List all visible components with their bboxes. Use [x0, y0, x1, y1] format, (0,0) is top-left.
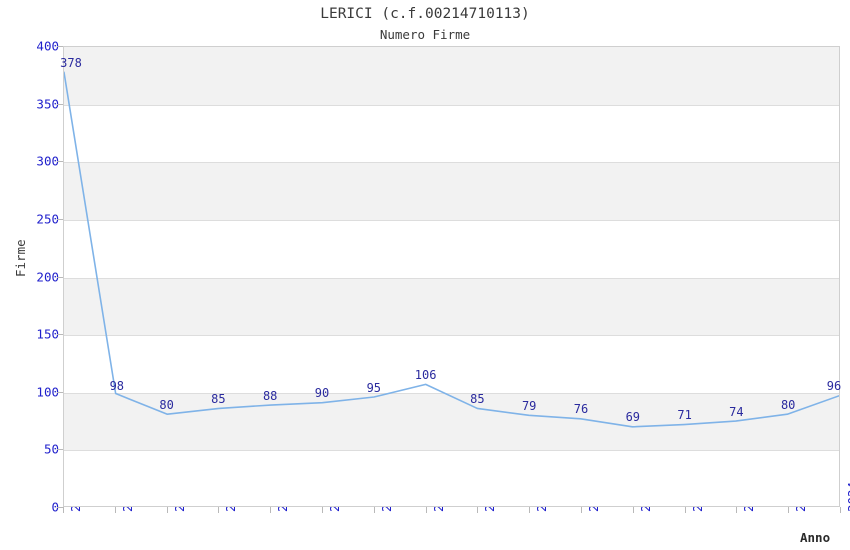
y-tick-mark: [57, 334, 63, 335]
y-tick-mark: [57, 46, 63, 47]
x-tick-mark: [581, 507, 582, 513]
gridline: [64, 105, 839, 106]
x-tick-mark: [788, 507, 789, 513]
plot-area: [63, 46, 840, 507]
x-tick-mark: [322, 507, 323, 513]
data-point-label: 79: [521, 398, 537, 413]
y-tick-label: 200: [36, 269, 59, 284]
x-tick-mark: [477, 507, 478, 513]
data-point-label: 88: [262, 388, 278, 403]
data-point-label: 96: [826, 379, 842, 394]
x-tick-mark: [685, 507, 686, 513]
x-tick-label: 2024: [845, 481, 850, 512]
x-tick-mark: [270, 507, 271, 513]
data-point-label: 85: [211, 392, 226, 407]
y-tick-mark: [57, 449, 63, 450]
gridline: [64, 335, 839, 336]
y-tick-mark: [57, 507, 63, 508]
x-tick-mark: [63, 507, 64, 513]
x-tick-mark: [167, 507, 168, 513]
x-tick-mark: [633, 507, 634, 513]
data-point-label: 85: [470, 392, 485, 407]
gridline: [64, 450, 839, 451]
gridline: [64, 393, 839, 394]
x-tick-mark: [426, 507, 427, 513]
x-tick-mark: [115, 507, 116, 513]
y-tick-label: 50: [43, 441, 59, 457]
x-tick-mark: [218, 507, 219, 513]
data-point-label: 80: [780, 397, 796, 412]
plot-band: [64, 277, 839, 336]
y-tick-mark: [57, 277, 63, 278]
y-tick-mark: [57, 161, 63, 162]
gridline: [64, 162, 839, 163]
y-tick-label: 300: [36, 153, 59, 169]
gridline: [64, 278, 839, 279]
data-point-label: 95: [366, 380, 382, 395]
chart-subtitle: Numero Firme: [379, 27, 471, 42]
x-tick-mark: [374, 507, 375, 513]
data-point-label: 74: [729, 404, 744, 419]
gridline: [64, 220, 839, 221]
series-line: [64, 71, 839, 428]
data-point-label: 98: [109, 379, 125, 394]
y-tick-label: 0: [51, 499, 59, 515]
y-tick-label: 400: [36, 38, 59, 54]
x-tick-mark: [736, 507, 737, 513]
data-point-label: 80: [159, 397, 174, 412]
y-tick-mark: [57, 392, 63, 393]
data-point-label: 90: [314, 386, 330, 401]
y-tick-mark: [57, 219, 63, 220]
plot-band: [64, 47, 839, 105]
y-tick-label: 350: [36, 96, 59, 112]
x-tick-mark: [529, 507, 530, 513]
data-point-label: 69: [625, 410, 641, 425]
series-line-svg: [64, 71, 839, 428]
plot-band: [64, 392, 839, 451]
data-point-label: 378: [60, 56, 82, 71]
y-tick-mark: [57, 104, 63, 105]
data-point-label: 71: [677, 408, 692, 423]
data-point-label: 76: [573, 402, 589, 417]
x-tick-mark: [840, 507, 841, 513]
y-tick-label: 250: [36, 211, 59, 227]
plot-band: [64, 162, 839, 220]
data-point-label: 106: [414, 367, 437, 382]
y-tick-label: 100: [36, 384, 59, 400]
x-axis-title: Anno: [800, 530, 831, 545]
y-tick-label: 150: [36, 326, 59, 342]
chart-title: LERICI (c.f.00214710113): [320, 6, 530, 22]
